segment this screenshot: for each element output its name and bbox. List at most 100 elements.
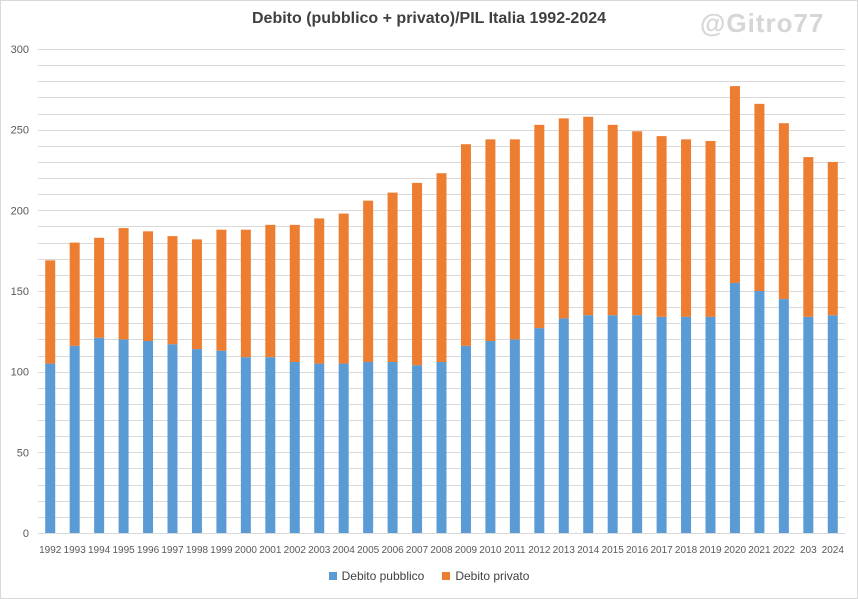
bar-debito-pubblico [69,345,80,533]
bar-debito-privato [656,136,667,317]
legend-item-privato: Debito privato [442,569,529,583]
bar-debito-pubblico [412,365,423,533]
bar-debito-privato [45,260,56,364]
legend-item-pubblico: Debito pubblico [328,569,425,583]
bar-debito-privato [632,131,643,316]
x-tick-label: 2004 [333,545,356,556]
bar-debito-pubblico [338,363,349,533]
x-tick-label: 2019 [699,545,722,556]
bar-debito-privato [314,218,325,364]
x-tick-label: 1994 [88,545,111,556]
bar-debito-privato [387,192,398,362]
bar-debito-privato [289,224,300,362]
bar-debito-pubblico [387,361,398,533]
x-tick-label: 1992 [39,545,62,556]
bar-debito-pubblico [729,282,740,533]
x-tick-label: 1993 [64,545,87,556]
watermark: @Gitro77 [700,8,825,38]
x-tick-label: 2001 [259,545,282,556]
bar-debito-privato [827,161,838,316]
bar-debito-privato [803,157,814,317]
legend-swatch-privato [442,572,451,580]
bar-debito-privato [265,224,276,358]
bar-debito-pubblico [143,341,154,533]
bar-debito-pubblico [778,299,789,533]
x-tick-label: 1999 [210,545,233,556]
bar-debito-pubblico [558,318,569,533]
y-tick-label: 300 [11,44,29,56]
bar-debito-privato [216,229,227,351]
bar-debito-pubblico [607,315,618,533]
bar-debito-pubblico [534,328,545,533]
bar-debito-pubblico [632,315,643,533]
bar-debito-pubblico [583,315,594,533]
bar-debito-pubblico [436,361,447,533]
bar-debito-privato [143,231,154,342]
x-tick-label: 2000 [235,545,258,556]
bar-debito-pubblico [118,339,129,533]
bar-debito-pubblico [681,316,692,533]
x-tick-label: 2011 [504,545,526,556]
x-tick-label: 2020 [724,545,747,556]
bar-debito-privato [729,86,740,283]
x-tick-label: 2015 [602,545,625,556]
bar-debito-privato [338,213,349,364]
x-tick-label: 2017 [650,545,673,556]
bar-debito-privato [69,242,80,346]
x-tick-label: 2018 [675,545,698,556]
legend: Debito pubblico Debito privato [0,569,858,583]
bar-debito-privato [778,123,789,300]
y-tick-label: 0 [23,528,29,540]
bar-debito-privato [436,173,447,362]
bar-debito-pubblico [754,291,765,533]
legend-swatch-pubblico [328,572,337,580]
x-tick-label: 2012 [528,545,551,556]
x-tick-label: 2021 [748,545,771,556]
x-tick-label: 1997 [161,545,184,556]
bar-debito-privato [681,139,692,317]
x-tick-label: 1998 [186,545,209,556]
chart-title: Debito (pubblico + privato)/PIL Italia 1… [251,10,607,27]
x-tick-label: 2014 [577,545,600,556]
bar-debito-privato [118,228,129,340]
x-tick-label: 2022 [773,545,796,556]
bar-debito-pubblico [460,345,471,533]
bar-debito-privato [754,103,765,291]
bar-debito-privato [485,139,496,342]
bar-debito-privato [94,237,105,338]
x-tick-label: 2007 [406,545,429,556]
y-axis-ticks: 0 50 100 150 200 250 300 [11,44,29,540]
bar-debito-privato [705,140,716,317]
bar-debito-pubblico [45,363,56,533]
bar-debito-pubblico [705,316,716,533]
y-tick-label: 100 [11,367,29,379]
bar-debito-pubblico [94,337,105,533]
bars [45,86,838,533]
x-tick-label: 2002 [284,545,307,556]
x-tick-label: 2013 [553,545,576,556]
legend-label-pubblico: Debito pubblico [341,569,425,583]
y-tick-label: 150 [11,286,29,298]
x-tick-label: 2009 [455,545,478,556]
bar-debito-pubblico [240,357,251,533]
y-tick-label: 200 [11,205,29,217]
bar-debito-pubblico [485,341,496,533]
bar-debito-privato [607,124,618,316]
bar-debito-privato [534,124,545,329]
bar-debito-pubblico [314,363,325,533]
bar-debito-privato [583,116,594,316]
bar-debito-privato [240,229,251,358]
bar-debito-privato [412,182,423,366]
bar-debito-pubblico [509,339,520,533]
legend-label-privato: Debito privato [455,569,530,583]
x-tick-label: 1995 [112,545,135,556]
bar-debito-pubblico [289,361,300,533]
bar-debito-pubblico [265,357,276,533]
x-tick-label: 2005 [357,545,380,556]
bar-debito-privato [167,236,178,345]
x-tick-label: 2006 [381,545,404,556]
y-tick-label: 250 [11,125,29,137]
bar-debito-privato [363,200,374,362]
x-tick-label: 1996 [137,545,160,556]
